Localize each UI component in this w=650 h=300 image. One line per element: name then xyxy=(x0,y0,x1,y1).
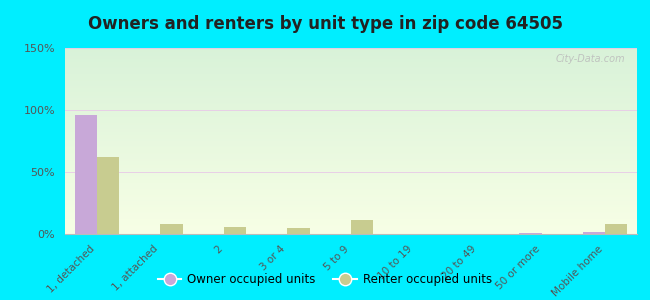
Legend: Owner occupied units, Renter occupied units: Owner occupied units, Renter occupied un… xyxy=(153,269,497,291)
Bar xyxy=(161,224,183,234)
Bar xyxy=(583,232,605,234)
Bar xyxy=(605,224,627,234)
Text: Owners and renters by unit type in zip code 64505: Owners and renters by unit type in zip c… xyxy=(88,15,562,33)
Bar xyxy=(75,115,97,234)
Bar xyxy=(97,157,119,234)
Text: City-Data.com: City-Data.com xyxy=(556,54,625,64)
Bar xyxy=(287,228,309,234)
Bar xyxy=(224,226,246,234)
Bar xyxy=(351,220,373,234)
Bar xyxy=(519,233,541,234)
